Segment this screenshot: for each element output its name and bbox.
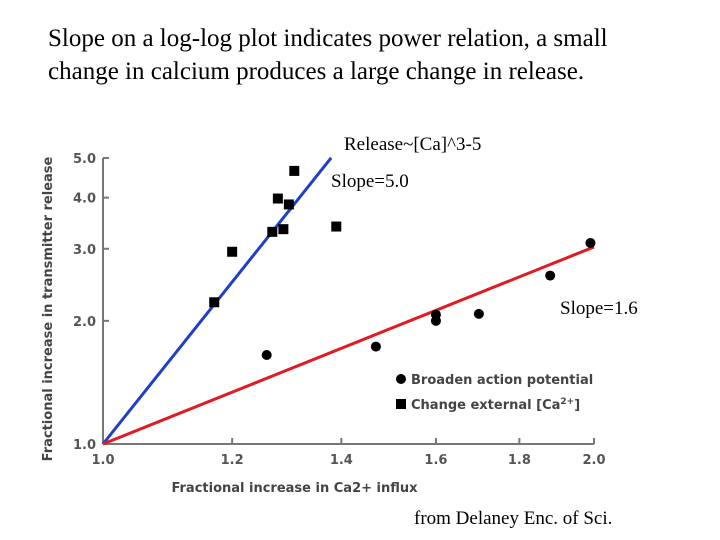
- slope-red-annotation: Slope=1.6: [560, 298, 638, 319]
- release-power-annotation: Release~[Ca]^3-5: [344, 134, 482, 155]
- y-axis-label: Fractional increase in transmitter relea…: [41, 156, 56, 461]
- caption-line-2: change in calcium produces a large chang…: [48, 58, 585, 85]
- data-point-circle: [261, 350, 272, 361]
- data-point-circle: [473, 308, 484, 319]
- slide-caption: Slope on a log-log plot indicates power …: [48, 22, 708, 88]
- data-point-square: [267, 226, 278, 237]
- x-tick-label: 1.6: [424, 453, 447, 468]
- slope-blue-annotation: Slope=5.0: [331, 171, 409, 192]
- x-tick-label: 1.4: [330, 453, 353, 468]
- data-point-circle: [370, 341, 381, 352]
- data-point-square: [227, 246, 238, 257]
- data-point-square: [209, 297, 220, 308]
- legend-marker-square: [396, 399, 406, 409]
- x-tick-label: 1.8: [508, 453, 531, 468]
- fit-line-red: [102, 245, 595, 446]
- y-tick-label: 2.0: [73, 315, 96, 330]
- source-credit: from Delaney Enc. of Sci.: [414, 508, 613, 529]
- data-point-square: [283, 199, 294, 210]
- legend-entry: Change external [Ca2+]: [411, 397, 580, 413]
- x-tick-label: 1.2: [221, 453, 244, 468]
- data-point-square: [278, 224, 289, 235]
- y-tick-label: 5.0: [73, 152, 96, 167]
- x-tick-label: 1.0: [91, 453, 114, 468]
- x-tick-label: 2.0: [582, 453, 605, 468]
- y-tick-label: 4.0: [73, 192, 96, 207]
- data-point-circle: [545, 270, 556, 281]
- data-point-circle: [585, 237, 596, 248]
- data-point-circle: [430, 309, 441, 320]
- data-point-square: [331, 221, 342, 232]
- legend-marker-circle: [396, 374, 406, 384]
- data-point-square: [289, 165, 300, 176]
- y-tick-label: 3.0: [73, 243, 96, 258]
- y-tick-label: 1.0: [73, 438, 96, 453]
- caption-line-1: Slope on a log-log plot indicates power …: [48, 25, 608, 52]
- x-axis-label: Fractional increase in Ca2+ influx: [171, 481, 418, 496]
- legend-entry: Broaden action potential: [411, 373, 593, 388]
- data-point-square: [272, 193, 283, 204]
